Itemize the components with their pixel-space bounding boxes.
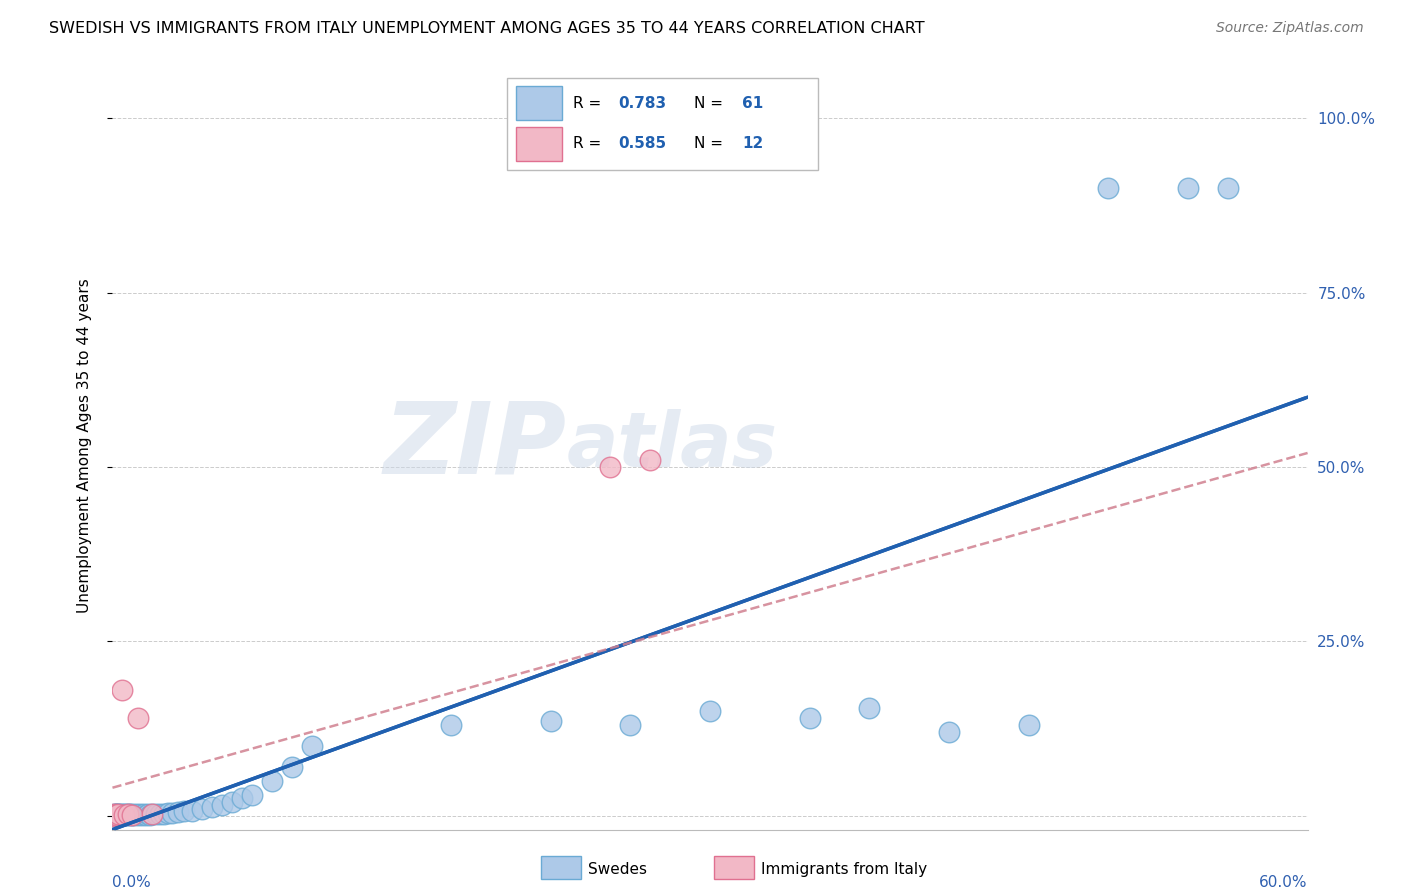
FancyBboxPatch shape: [516, 127, 562, 161]
Point: [110, 807, 132, 822]
Point: [121, 808, 143, 822]
Point: [167, 805, 190, 819]
Point: [127, 808, 149, 822]
Point: [120, 808, 142, 822]
Point: [121, 807, 143, 822]
Point: [260, 773, 283, 788]
Point: [105, 808, 128, 822]
Text: ZIP: ZIP: [384, 398, 567, 494]
Point: [619, 718, 641, 732]
Point: [107, 806, 129, 821]
Text: N =: N =: [695, 136, 728, 152]
Point: [124, 808, 146, 822]
Point: [640, 453, 662, 467]
Point: [103, 807, 125, 822]
Point: [111, 808, 134, 822]
Point: [139, 808, 162, 822]
Point: [1216, 181, 1239, 195]
Text: Swedes: Swedes: [588, 863, 647, 877]
Point: [138, 807, 160, 822]
Point: [127, 711, 149, 725]
Point: [107, 807, 129, 822]
Text: R =: R =: [572, 136, 606, 152]
Point: [117, 807, 139, 822]
Point: [103, 807, 125, 822]
Point: [599, 459, 621, 474]
Point: [440, 718, 463, 732]
Text: SWEDISH VS IMMIGRANTS FROM ITALY UNEMPLOYMENT AMONG AGES 35 TO 44 YEARS CORRELAT: SWEDISH VS IMMIGRANTS FROM ITALY UNEMPLO…: [49, 21, 925, 36]
FancyBboxPatch shape: [508, 78, 818, 169]
Point: [1177, 181, 1199, 195]
Point: [107, 807, 129, 822]
Point: [114, 808, 135, 822]
Point: [115, 808, 138, 822]
Point: [107, 808, 129, 822]
Point: [111, 683, 134, 698]
Text: 12: 12: [742, 136, 763, 152]
Point: [105, 807, 128, 822]
Point: [125, 807, 148, 822]
Point: [131, 808, 153, 822]
Point: [240, 788, 263, 802]
Point: [281, 760, 304, 774]
Point: [101, 808, 124, 822]
Point: [121, 808, 143, 822]
Point: [858, 700, 880, 714]
Point: [115, 807, 138, 822]
Point: [103, 808, 125, 822]
Point: [114, 808, 135, 822]
Text: Source: ZipAtlas.com: Source: ZipAtlas.com: [1216, 21, 1364, 35]
Text: 0.585: 0.585: [619, 136, 666, 152]
Point: [201, 800, 224, 814]
Point: [145, 807, 167, 822]
Point: [221, 795, 243, 809]
Point: [191, 802, 214, 816]
Point: [110, 808, 132, 822]
Point: [211, 798, 233, 813]
Point: [162, 805, 183, 820]
Point: [117, 808, 139, 822]
Text: atlas: atlas: [567, 409, 778, 483]
Point: [1097, 181, 1119, 195]
Point: [134, 807, 156, 822]
Point: [938, 725, 960, 739]
Point: [181, 804, 204, 818]
Point: [153, 806, 176, 821]
Point: [231, 791, 253, 805]
Point: [111, 807, 134, 822]
Point: [101, 808, 124, 822]
Text: 61: 61: [742, 95, 763, 111]
Point: [301, 739, 323, 753]
Text: 0.0%: 0.0%: [112, 875, 152, 890]
Point: [699, 704, 721, 718]
Point: [157, 805, 180, 820]
Point: [114, 806, 135, 821]
Point: [129, 807, 152, 822]
Point: [117, 807, 139, 822]
Point: [1018, 718, 1040, 732]
Point: [141, 807, 163, 822]
Point: [149, 806, 172, 821]
Point: [173, 805, 195, 819]
Point: [141, 807, 163, 822]
Text: 0.783: 0.783: [619, 95, 666, 111]
Point: [105, 808, 128, 822]
Point: [540, 714, 562, 729]
Text: R =: R =: [572, 95, 606, 111]
Point: [120, 807, 142, 822]
Text: N =: N =: [695, 95, 728, 111]
FancyBboxPatch shape: [516, 87, 562, 120]
Point: [105, 806, 128, 821]
Text: 60.0%: 60.0%: [1260, 875, 1308, 890]
Y-axis label: Unemployment Among Ages 35 to 44 years: Unemployment Among Ages 35 to 44 years: [77, 278, 91, 614]
Text: Immigrants from Italy: Immigrants from Italy: [761, 863, 927, 877]
Point: [135, 808, 157, 822]
Point: [799, 711, 821, 725]
